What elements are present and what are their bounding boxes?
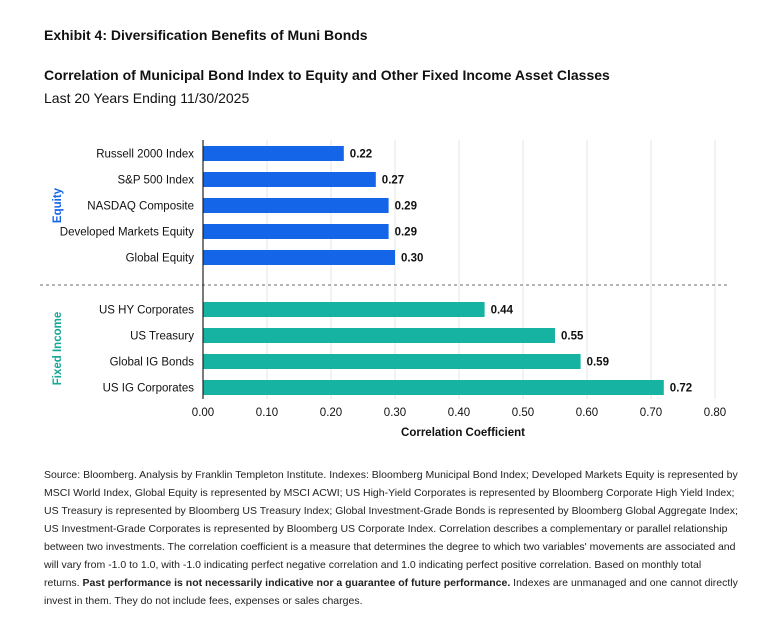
bar [203, 380, 664, 395]
category-label: S&P 500 Index [117, 175, 194, 187]
x-tick-label: 0.50 [512, 407, 534, 419]
footnote-disclaimer: Past performance is not necessarily indi… [82, 577, 511, 589]
value-label: 0.44 [491, 305, 514, 317]
exhibit-title: Exhibit 4: Diversification Benefits of M… [44, 27, 368, 43]
value-label: 0.30 [401, 253, 423, 265]
x-tick-label: 0.40 [448, 407, 470, 419]
value-label: 0.59 [587, 357, 609, 369]
bar [203, 302, 485, 317]
group-label-equity: Equity [52, 187, 64, 223]
category-label: Global IG Bonds [110, 357, 195, 369]
bar [203, 250, 395, 265]
footnote-text: Source: Bloomberg. Analysis by Franklin … [44, 469, 738, 589]
value-label: 0.27 [382, 175, 404, 187]
value-label: 0.55 [561, 331, 584, 343]
category-label: Global Equity [126, 253, 195, 265]
bars [203, 146, 664, 395]
category-label: NASDAQ Composite [87, 201, 194, 213]
group-label-fixed-income: Fixed Income [52, 312, 64, 386]
x-tick-label: 0.30 [384, 407, 406, 419]
bar [203, 172, 376, 187]
x-tick-label: 0.00 [192, 407, 214, 419]
x-tick-label: 0.10 [256, 407, 278, 419]
value-label: 0.22 [350, 149, 372, 161]
chart-subtitle: Last 20 Years Ending 11/30/2025 [44, 90, 250, 106]
x-tick-label: 0.80 [704, 407, 726, 419]
bar [203, 224, 389, 239]
category-label: Developed Markets Equity [60, 227, 194, 239]
x-tick-label: 0.70 [640, 407, 662, 419]
category-label: US IG Corporates [103, 383, 195, 395]
footnote: Source: Bloomberg. Analysis by Franklin … [44, 466, 738, 610]
x-tick-label: 0.20 [320, 407, 342, 419]
bar [203, 328, 555, 343]
bar-chart: 0.00 0.10 0.20 0.30 0.40 0.50 0.60 0.70 0.80 Russ… [40, 140, 730, 440]
value-label: 0.72 [670, 383, 692, 395]
labels: 0.00 0.10 0.20 0.30 0.40 0.50 0.60 0.70 0.80 Russ… [52, 149, 726, 440]
bar [203, 198, 389, 213]
bar [203, 354, 581, 369]
category-label: Russell 2000 Index [96, 149, 194, 161]
category-label: US Treasury [130, 331, 194, 343]
bar [203, 146, 344, 161]
x-tick-label: 0.60 [576, 407, 598, 419]
category-label: US HY Corporates [99, 305, 194, 317]
chart-title: Correlation of Municipal Bond Index to E… [44, 67, 610, 83]
footnote-tail: Indexes are unmanaged and one cannot dir… [44, 577, 738, 607]
x-axis-title: Correlation Coefficient [401, 427, 525, 439]
value-label: 0.29 [395, 201, 417, 213]
value-label: 0.29 [395, 227, 417, 239]
